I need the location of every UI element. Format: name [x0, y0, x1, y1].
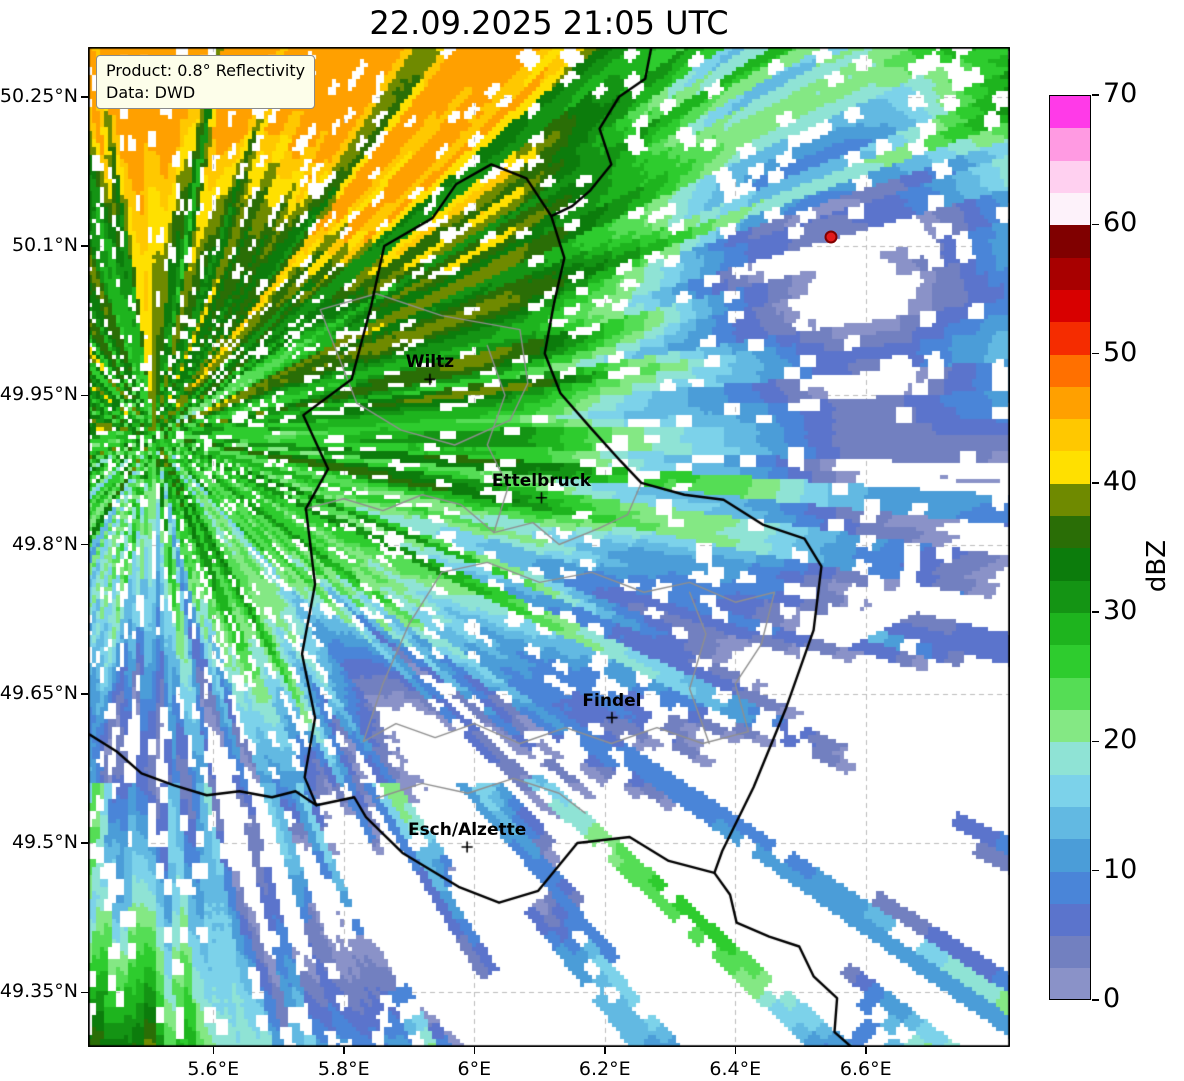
y-tick-label: 49.65°N — [0, 681, 78, 704]
x-tick-label: 6.6°E — [839, 1058, 892, 1080]
y-tick-mark — [81, 245, 88, 247]
colorbar-segment — [1050, 806, 1090, 840]
y-tick-label: 49.8°N — [11, 532, 78, 555]
colorbar-segment — [1050, 742, 1090, 775]
colorbar-tick-label: 60 — [1103, 207, 1138, 239]
colorbar-tick-mark — [1092, 740, 1099, 743]
colorbar-segment — [1050, 903, 1090, 937]
colorbar-segment — [1050, 192, 1090, 226]
city-label: Ettelbruck — [491, 470, 592, 491]
colorbar-segment — [1050, 322, 1090, 355]
x-tick-mark — [865, 1047, 867, 1054]
radar-map-canvas — [88, 47, 1010, 1047]
colorbar-segment — [1050, 419, 1090, 452]
colorbar-tick-mark — [1092, 999, 1099, 1001]
colorbar-segment — [1050, 613, 1090, 646]
x-tick-mark — [734, 1047, 737, 1054]
colorbar-tick-label: 0 — [1103, 983, 1121, 1014]
colorbar-segment — [1050, 289, 1090, 323]
colorbar-label: dBZ — [1142, 539, 1172, 593]
colorbar-segment — [1050, 645, 1090, 678]
colorbar-segment — [1050, 709, 1090, 743]
colorbar-segment — [1050, 548, 1090, 581]
colorbar-segment — [1050, 936, 1090, 969]
colorbar-segment — [1050, 96, 1090, 129]
y-tick-label: 50.1°N — [11, 234, 78, 256]
colorbar-segment — [1050, 871, 1090, 904]
colorbar-segment — [1050, 257, 1090, 290]
colorbar-tick-label: 30 — [1103, 595, 1138, 627]
colorbar-segment — [1050, 516, 1090, 549]
colorbar-segment — [1050, 483, 1090, 517]
y-tick-label: 49.35°N — [0, 980, 78, 1003]
y-tick-mark — [81, 394, 88, 396]
y-tick-label: 49.5°N — [11, 831, 78, 854]
x-tick-label: 5.8°E — [317, 1058, 370, 1080]
annotation-data-line: Data: DWD — [106, 82, 196, 102]
city-label: Esch/Alzette — [407, 820, 527, 840]
colorbar-segment — [1050, 451, 1090, 484]
colorbar-segment — [1050, 160, 1090, 193]
colorbar — [1049, 95, 1091, 1000]
y-tick-mark — [81, 96, 88, 98]
colorbar-tick-mark — [1092, 223, 1099, 226]
colorbar-tick-mark — [1092, 352, 1099, 355]
y-tick-label: 50.25°N — [0, 84, 78, 107]
colorbar-segment — [1050, 839, 1090, 872]
city-label: Wiltz — [405, 352, 455, 373]
x-tick-label: 6.2°E — [578, 1058, 631, 1080]
colorbar-tick-label: 20 — [1103, 724, 1138, 756]
y-tick-label: 49.95°N — [0, 383, 78, 406]
colorbar-segment — [1050, 225, 1090, 258]
colorbar-segment — [1050, 386, 1090, 420]
y-tick-mark — [81, 991, 88, 994]
colorbar-segment — [1050, 354, 1090, 387]
annotation-product-line: Product: 0.8° Reflectivity — [106, 61, 306, 80]
product-annotation-box: Product: 0.8° Reflectivity Data: DWD — [96, 55, 316, 110]
colorbar-segment — [1050, 968, 1090, 999]
colorbar-tick-label: 50 — [1103, 336, 1138, 368]
x-tick-mark — [343, 1047, 345, 1054]
y-tick-mark — [81, 693, 88, 695]
y-tick-mark — [81, 842, 88, 844]
x-tick-mark — [473, 1047, 476, 1054]
colorbar-segment — [1050, 677, 1090, 710]
colorbar-tick-mark — [1092, 482, 1099, 484]
colorbar-tick-label: 70 — [1103, 78, 1138, 109]
x-tick-label: 5.6°E — [187, 1058, 240, 1080]
colorbar-segment — [1050, 128, 1090, 161]
y-tick-mark — [81, 543, 88, 546]
figure-title: 22.09.2025 21:05 UTC — [369, 4, 729, 42]
colorbar-tick-mark — [1092, 94, 1099, 96]
x-tick-mark — [212, 1047, 215, 1054]
colorbar-tick-mark — [1092, 611, 1099, 613]
x-tick-mark — [604, 1047, 606, 1054]
colorbar-segment — [1050, 774, 1090, 807]
x-tick-label: 6.4°E — [709, 1058, 762, 1080]
colorbar-tick-label: 40 — [1103, 465, 1138, 497]
colorbar-tick-mark — [1092, 869, 1099, 872]
x-tick-label: 6°E — [457, 1058, 492, 1080]
colorbar-segment — [1050, 580, 1090, 613]
city-label: Findel — [582, 690, 642, 711]
radar-site-marker — [824, 230, 838, 244]
colorbar-tick-label: 10 — [1103, 853, 1138, 885]
